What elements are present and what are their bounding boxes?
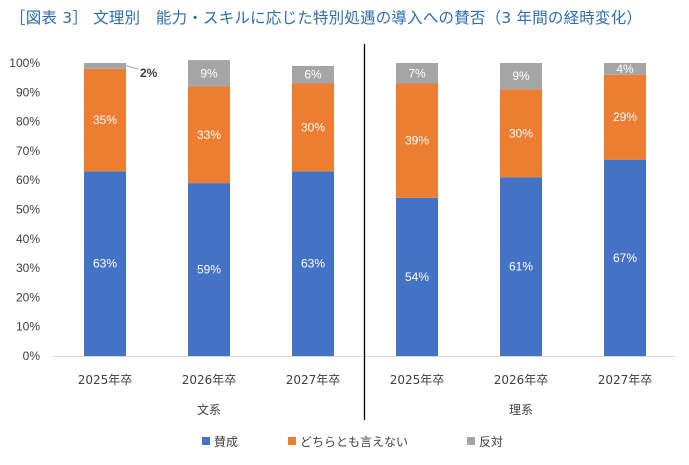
bar-segment xyxy=(604,63,646,75)
bar-segment xyxy=(84,171,126,356)
data-label: 54% xyxy=(405,270,429,284)
y-tick-label: 50% xyxy=(16,203,40,217)
bar-segment xyxy=(604,159,646,356)
data-label: 7% xyxy=(408,66,426,80)
data-label: 63% xyxy=(93,257,117,271)
bar-segment xyxy=(396,83,438,198)
data-label: 33% xyxy=(197,128,221,142)
data-label: 9% xyxy=(512,69,530,83)
x-category-label: 2025年卒 xyxy=(78,373,133,387)
bar-segment xyxy=(84,63,126,69)
bar-segment xyxy=(604,74,646,160)
y-tick-label: 0% xyxy=(23,349,41,363)
bar-segment xyxy=(188,86,230,184)
data-label-leader xyxy=(123,64,139,70)
y-tick-label: 20% xyxy=(16,290,40,304)
legend-label: 賛成 xyxy=(214,435,238,449)
data-label: 4% xyxy=(616,62,634,76)
y-tick-label: 70% xyxy=(16,144,40,158)
bar-segment xyxy=(84,68,126,172)
data-label: 30% xyxy=(301,120,325,134)
data-label: 59% xyxy=(197,263,221,277)
bar-segment xyxy=(396,63,438,84)
data-label: 35% xyxy=(93,113,117,127)
x-group-label: 文系 xyxy=(197,402,221,417)
data-label: 39% xyxy=(405,134,429,148)
x-category-label: 2026年卒 xyxy=(182,373,237,387)
data-label: 61% xyxy=(509,260,533,274)
y-tick-label: 40% xyxy=(16,232,40,246)
data-label: 9% xyxy=(200,66,218,80)
bar-segment xyxy=(292,171,334,356)
x-category-label: 2027年卒 xyxy=(598,373,653,387)
bar-segment xyxy=(500,177,542,356)
bar-segment xyxy=(292,65,334,84)
y-tick-label: 80% xyxy=(16,115,40,129)
y-tick-label: 10% xyxy=(16,320,40,334)
legend-swatch xyxy=(288,437,296,445)
y-tick-label: 30% xyxy=(16,261,40,275)
y-tick-label: 90% xyxy=(16,85,40,99)
legend-swatch xyxy=(202,437,210,445)
x-category-label: 2026年卒 xyxy=(494,373,549,387)
data-label: 30% xyxy=(509,126,533,140)
x-category-label: 2027年卒 xyxy=(286,373,341,387)
legend-label: どちらとも言えない xyxy=(300,435,408,449)
bar-segment xyxy=(188,60,230,87)
legend-swatch xyxy=(467,437,475,445)
data-label: 2% xyxy=(140,66,158,80)
x-category-label: 2025年卒 xyxy=(390,373,445,387)
bar-segment xyxy=(188,183,230,356)
y-tick-label: 100% xyxy=(9,56,40,70)
chart-title: ［図表 3］ 文理別 能力・スキルに応じた特別処遇の導入への賛否（3 年間の経時… xyxy=(10,9,643,27)
y-tick-label: 60% xyxy=(16,173,40,187)
data-label: 67% xyxy=(613,251,637,265)
data-label: 63% xyxy=(301,257,325,271)
bar-segment xyxy=(500,89,542,178)
legend-label: 反対 xyxy=(479,435,503,449)
bar-segment xyxy=(500,63,542,90)
bar-segment xyxy=(396,197,438,356)
data-label: 29% xyxy=(613,110,637,124)
bar-segment xyxy=(292,83,334,172)
x-group-label: 理系 xyxy=(509,403,533,417)
data-label: 6% xyxy=(304,68,322,82)
